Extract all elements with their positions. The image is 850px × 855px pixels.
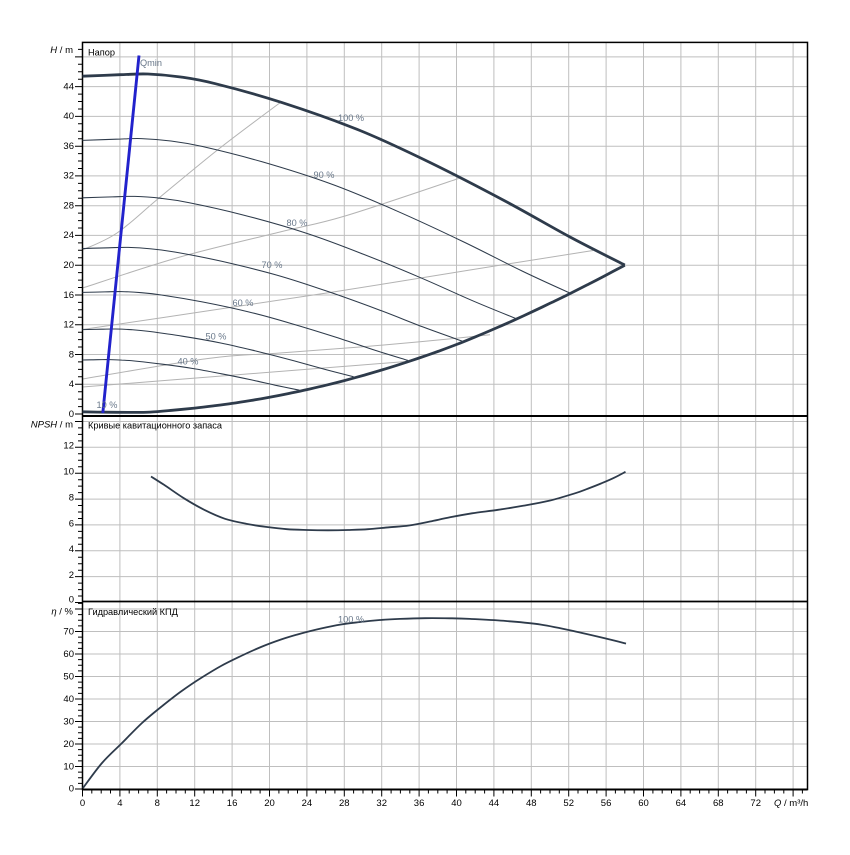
svg-text:44: 44: [489, 798, 500, 809]
svg-text:2: 2: [69, 570, 74, 581]
svg-text:12: 12: [63, 441, 74, 452]
svg-text:50: 50: [63, 672, 74, 683]
svg-text:30: 30: [63, 717, 74, 728]
svg-text:20: 20: [63, 260, 74, 271]
svg-text:Qmin: Qmin: [140, 58, 162, 68]
svg-text:16: 16: [63, 290, 74, 301]
svg-text:100 %: 100 %: [338, 113, 364, 123]
svg-text:40: 40: [63, 111, 74, 122]
svg-text:56: 56: [601, 798, 612, 809]
svg-text:90 %: 90 %: [314, 170, 335, 180]
svg-text:4: 4: [69, 544, 74, 555]
svg-text:36: 36: [414, 798, 425, 809]
svg-text:32: 32: [376, 798, 387, 809]
svg-text:40: 40: [63, 694, 74, 705]
svg-text:4: 4: [69, 379, 74, 390]
svg-text:8: 8: [69, 349, 74, 360]
svg-text:28: 28: [63, 201, 74, 212]
svg-text:Q / m³/h: Q / m³/h: [774, 798, 808, 809]
svg-text:50 %: 50 %: [206, 332, 227, 342]
svg-text:16: 16: [227, 798, 238, 809]
svg-text:48: 48: [526, 798, 537, 809]
svg-text:60 %: 60 %: [233, 298, 254, 308]
svg-text:12: 12: [189, 798, 200, 809]
svg-text:100 %: 100 %: [338, 615, 364, 625]
svg-text:4: 4: [117, 798, 122, 809]
svg-text:60: 60: [63, 649, 74, 660]
svg-text:40 %: 40 %: [178, 357, 199, 367]
svg-text:10: 10: [63, 467, 74, 478]
svg-text:20: 20: [63, 739, 74, 750]
svg-text:40: 40: [451, 798, 462, 809]
svg-text:64: 64: [676, 798, 687, 809]
svg-text:52: 52: [563, 798, 574, 809]
svg-text:0: 0: [69, 595, 74, 606]
svg-text:60: 60: [638, 798, 649, 809]
svg-text:η / %: η / %: [51, 607, 73, 618]
svg-text:70: 70: [63, 627, 74, 638]
svg-text:H / m: H / m: [50, 45, 73, 56]
svg-text:10: 10: [63, 762, 74, 773]
svg-text:70 %: 70 %: [262, 260, 283, 270]
svg-text:Кривые кавитационного запаса: Кривые кавитационного запаса: [88, 421, 223, 431]
svg-text:68: 68: [713, 798, 724, 809]
svg-text:80 %: 80 %: [287, 218, 308, 228]
svg-text:NPSH / m: NPSH / m: [31, 420, 73, 431]
svg-text:24: 24: [302, 798, 313, 809]
svg-text:72: 72: [750, 798, 761, 809]
svg-text:36: 36: [63, 141, 74, 152]
svg-text:10 %: 10 %: [97, 400, 118, 410]
svg-text:8: 8: [155, 798, 160, 809]
svg-text:28: 28: [339, 798, 350, 809]
svg-text:Напор: Напор: [88, 48, 115, 58]
svg-text:6: 6: [69, 518, 74, 529]
svg-text:24: 24: [63, 230, 74, 241]
svg-text:0: 0: [80, 798, 85, 809]
svg-text:32: 32: [63, 171, 74, 182]
svg-text:12: 12: [63, 320, 74, 331]
svg-text:20: 20: [264, 798, 275, 809]
svg-text:Гидравлический КПД: Гидравлический КПД: [88, 607, 179, 617]
svg-text:0: 0: [69, 409, 74, 420]
svg-text:44: 44: [63, 81, 74, 92]
svg-text:8: 8: [69, 493, 74, 504]
svg-text:0: 0: [69, 783, 74, 794]
